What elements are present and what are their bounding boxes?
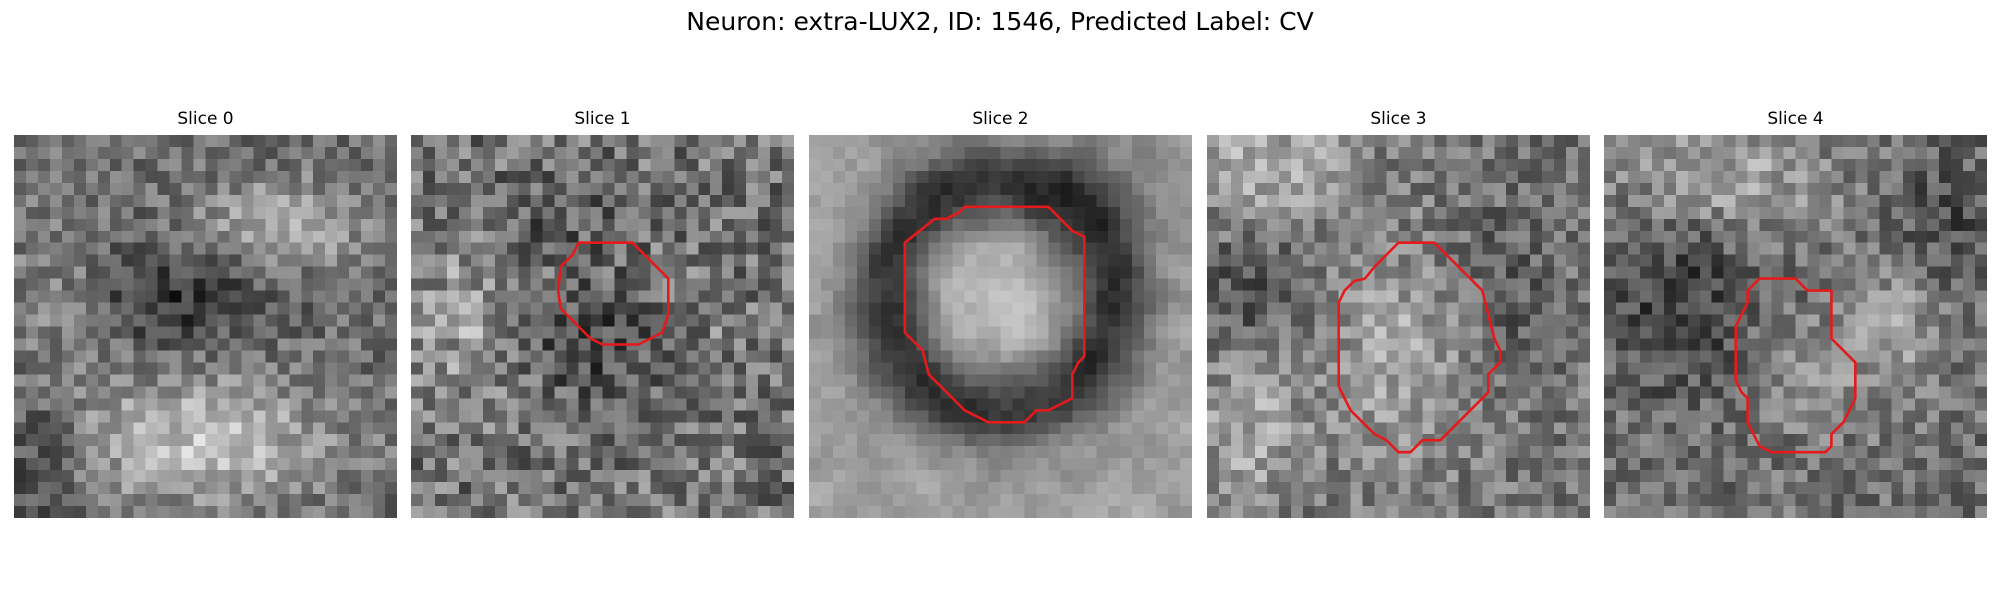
slice-title: Slice 4 <box>1767 109 1824 129</box>
slice-image <box>1604 135 1987 518</box>
slice-image <box>809 135 1192 518</box>
roi-outline <box>556 241 670 346</box>
roi-outline <box>903 205 1086 424</box>
slice-title: Slice 3 <box>1370 109 1427 129</box>
roi-outline <box>1734 277 1857 454</box>
slice-image <box>1207 135 1590 518</box>
slice-title: Slice 1 <box>574 109 631 129</box>
roi-outline <box>1337 241 1502 454</box>
figure-title: Neuron: extra-LUX2, ID: 1546, Predicted … <box>686 7 1314 36</box>
slice-title: Slice 0 <box>177 109 234 129</box>
slice-image <box>411 135 794 518</box>
slice-image <box>14 135 397 518</box>
slice-title: Slice 2 <box>972 109 1029 129</box>
